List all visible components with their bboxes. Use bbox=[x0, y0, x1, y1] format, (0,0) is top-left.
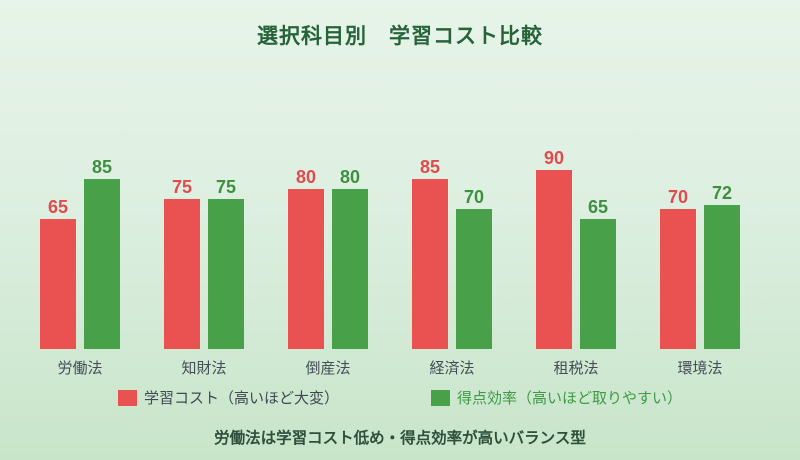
bar-value-label: 65 bbox=[587, 197, 609, 217]
category-label: 租税法 bbox=[553, 360, 599, 377]
category-label: 倒産法 bbox=[305, 360, 351, 377]
bar-groups: 65 85 労働法 75 75 知財法 80 80 倒産法 85 70 経済法 90 65 租税法 70 72 環… bbox=[40, 149, 740, 378]
bars-row: 70 72 bbox=[660, 149, 740, 349]
learning-cost-bar bbox=[164, 199, 200, 349]
legend-swatch-green bbox=[431, 389, 450, 406]
learning-cost-bar-column: 65 bbox=[40, 149, 76, 349]
bar-group-2: 80 80 倒産法 bbox=[288, 149, 368, 378]
bar-value-label: 75 bbox=[215, 177, 237, 197]
bar-value-label: 80 bbox=[295, 167, 317, 187]
legend-swatch-red bbox=[117, 389, 137, 406]
bar-group-3: 85 70 経済法 bbox=[412, 149, 492, 378]
learning-cost-bar-column: 75 bbox=[164, 149, 200, 349]
bar-value-label: 70 bbox=[667, 187, 689, 207]
bar-group-0: 65 85 労働法 bbox=[40, 149, 120, 378]
bar-chart: 65 85 労働法 75 75 知財法 80 80 倒産法 85 70 経済法 90 65 租税法 70 72 環… bbox=[40, 149, 740, 378]
score-efficiency-bar bbox=[332, 189, 368, 349]
bar-value-label: 75 bbox=[171, 177, 193, 197]
bar-group-5: 70 72 環境法 bbox=[660, 149, 740, 378]
category-label: 経済法 bbox=[429, 360, 475, 377]
learning-cost-bar bbox=[660, 209, 696, 349]
learning-cost-bar bbox=[40, 219, 76, 349]
legend-item-learning-cost: 学習コスト（高いほど大変） bbox=[117, 387, 339, 408]
score-efficiency-bar bbox=[456, 209, 492, 349]
bar-group-4: 90 65 租税法 bbox=[536, 149, 616, 378]
bars-row: 75 75 bbox=[164, 149, 244, 349]
bars-row: 80 80 bbox=[288, 149, 368, 349]
bar-value-label: 70 bbox=[463, 187, 485, 207]
bars-row: 85 70 bbox=[412, 149, 492, 349]
category-label: 知財法 bbox=[181, 360, 227, 377]
legend-item-score-efficiency: 得点効率（高いほど取りやすい） bbox=[431, 387, 682, 408]
score-efficiency-bar-column: 80 bbox=[332, 149, 368, 349]
legend-label-score-efficiency: 得点効率（高いほど取りやすい） bbox=[457, 390, 683, 407]
bars-row: 90 65 bbox=[536, 149, 616, 349]
chart-legend: 学習コスト（高いほど大変） 得点効率（高いほど取りやすい） bbox=[0, 387, 800, 408]
bar-value-label: 90 bbox=[543, 148, 565, 168]
learning-cost-bar bbox=[412, 179, 448, 349]
category-label: 労働法 bbox=[57, 360, 103, 377]
score-efficiency-bar-column: 65 bbox=[580, 149, 616, 349]
score-efficiency-bar-column: 75 bbox=[208, 149, 244, 349]
learning-cost-bar-column: 90 bbox=[536, 149, 572, 349]
score-efficiency-bar-column: 70 bbox=[456, 149, 492, 349]
learning-cost-bar bbox=[288, 189, 324, 349]
learning-cost-bar-column: 80 bbox=[288, 149, 324, 349]
learning-cost-bar bbox=[536, 170, 572, 349]
legend-label-learning-cost: 学習コスト（高いほど大変） bbox=[143, 390, 339, 407]
score-efficiency-bar-column: 72 bbox=[704, 149, 740, 349]
score-efficiency-bar bbox=[84, 179, 120, 349]
bar-value-label: 80 bbox=[339, 167, 361, 187]
bars-row: 65 85 bbox=[40, 149, 120, 349]
bar-value-label: 65 bbox=[47, 197, 69, 217]
chart-footnote: 労働法は学習コスト低め・得点効率が高いバランス型 bbox=[214, 430, 586, 447]
learning-cost-bar-column: 70 bbox=[660, 149, 696, 349]
bar-value-label: 85 bbox=[419, 157, 441, 177]
bar-value-label: 72 bbox=[711, 183, 733, 203]
bar-value-label: 85 bbox=[91, 157, 113, 177]
score-efficiency-bar bbox=[208, 199, 244, 349]
learning-cost-bar-column: 85 bbox=[412, 149, 448, 349]
page-title: 選択科目別 学習コスト比較 bbox=[257, 25, 543, 48]
category-label: 環境法 bbox=[677, 360, 723, 377]
score-efficiency-bar bbox=[580, 219, 616, 349]
score-efficiency-bar-column: 85 bbox=[84, 149, 120, 349]
bar-group-1: 75 75 知財法 bbox=[164, 149, 244, 378]
score-efficiency-bar bbox=[704, 205, 740, 349]
